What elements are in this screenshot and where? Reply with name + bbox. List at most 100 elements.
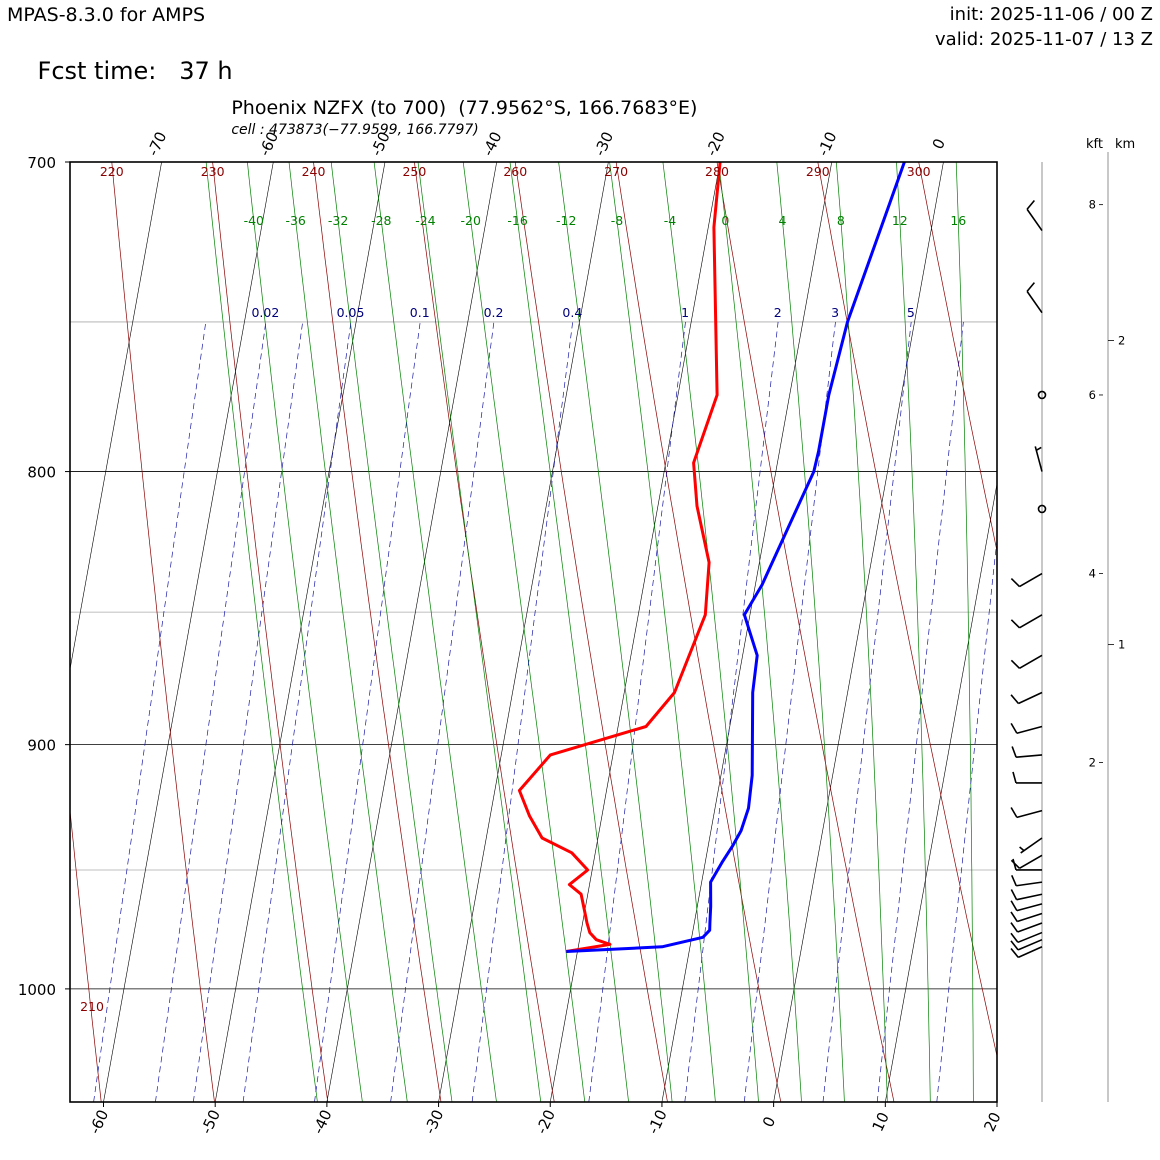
mixing-ratio-line xyxy=(684,321,779,1102)
moist-adiabat-label: -40 xyxy=(244,213,264,228)
moist-adiabat-line xyxy=(462,162,586,1102)
dry-adiabats xyxy=(70,162,997,1102)
isotherm-line xyxy=(549,162,721,1102)
moist-adiabat-line xyxy=(776,162,845,1102)
calm-circle xyxy=(1037,390,1047,400)
barb-shaft xyxy=(1019,654,1043,670)
top-temperature-tick-label: 0 xyxy=(929,136,949,152)
barb-feather xyxy=(1026,199,1035,210)
wind-barb xyxy=(1010,723,1043,735)
kft-tick-label: 6 xyxy=(1089,388,1096,402)
barb-shaft xyxy=(1016,809,1043,819)
isotherm-line xyxy=(996,1100,997,1102)
temperature-trace xyxy=(517,162,722,953)
isotherm-line xyxy=(0,162,50,1102)
moist-adiabat-label: -16 xyxy=(507,213,527,228)
moist-adiabat-label: 4 xyxy=(778,213,786,228)
moist-adiabat-label: -12 xyxy=(556,213,576,228)
mixing-ratio-line xyxy=(471,321,574,1102)
dry-adiabat-label: 270 xyxy=(604,164,628,179)
init-time: init: 2025-11-06 / 00 Z xyxy=(949,4,1153,25)
mixing-ratio-line xyxy=(192,321,304,1102)
mixing-ratio-line xyxy=(93,321,207,1102)
km-label: km xyxy=(1115,137,1135,152)
mixing-ratio-line xyxy=(588,321,686,1102)
moist-adiabat-line xyxy=(509,162,629,1102)
dewpoint-trace xyxy=(566,162,906,953)
barb-feather xyxy=(1011,746,1017,758)
barb-feather xyxy=(1010,659,1021,669)
kft-tick-label: 8 xyxy=(1089,198,1096,212)
wind-barb xyxy=(1010,938,1043,951)
wind-barb xyxy=(1010,911,1043,923)
barb-feather xyxy=(1010,948,1019,958)
top-temperature-tick-label: -60 xyxy=(255,129,282,159)
barb-feather xyxy=(1010,619,1021,629)
barb-feather xyxy=(1010,723,1018,734)
kft-tick-label: 4 xyxy=(1089,567,1096,581)
moist-adiabats xyxy=(205,162,974,1102)
temperature-tick-label: -10 xyxy=(644,1107,671,1137)
moist-adiabat-line xyxy=(835,162,888,1102)
wind-barb xyxy=(1011,746,1043,758)
wind-barb xyxy=(1010,854,1043,869)
moist-adiabat-label: -32 xyxy=(328,213,348,228)
chart-title-cell: cell : 473873(−77.9599, 166.7797) xyxy=(231,122,479,138)
mixing-ratio-line xyxy=(743,321,836,1102)
barb-feather xyxy=(1010,922,1019,933)
mixing-ratio-label: 1 xyxy=(681,305,689,320)
wind-barb xyxy=(1010,922,1043,933)
moist-adiabat-line xyxy=(330,162,453,1102)
wind-barb xyxy=(1010,900,1043,912)
moist-adiabat-label: -28 xyxy=(371,213,391,228)
km-tick-label: 2 xyxy=(1118,333,1125,347)
mixing-ratio-line xyxy=(822,321,912,1102)
wind-barb xyxy=(1010,614,1043,629)
height-axis: kft km 8 6 4 2 2 1 xyxy=(1086,137,1135,1102)
chart-title-line: Phoenix NZFX (to 700) (77.9562°S, 166.76… xyxy=(211,78,697,157)
dry-adiabat-line xyxy=(615,162,782,1102)
barb-shaft xyxy=(1019,854,1043,869)
wind-barb xyxy=(1037,390,1047,400)
mixing-ratio-label: 5 xyxy=(907,305,915,320)
moist-adiabat-line xyxy=(288,162,408,1102)
barb-shaft xyxy=(1016,725,1043,735)
barb-shaft xyxy=(1020,837,1043,854)
isotherm-line xyxy=(438,162,609,1102)
wind-barbs xyxy=(1010,199,1047,959)
mixing-ratio-label: 0.05 xyxy=(337,305,365,320)
barb-shaft xyxy=(1019,614,1043,629)
dry-adiabat-line xyxy=(918,162,997,553)
barb-shaft xyxy=(1034,446,1043,472)
isotherm-line xyxy=(326,162,497,1102)
pressure-axis: 700 800 900 1000 xyxy=(18,154,70,999)
barb-feather xyxy=(1010,807,1018,818)
isotherm-line xyxy=(70,162,162,671)
plot-area xyxy=(0,162,997,1102)
barb-feather xyxy=(1010,889,1018,901)
dry-adiabat-line xyxy=(70,807,102,1102)
dry-adiabat-label: 280 xyxy=(705,164,729,179)
wind-barb xyxy=(1037,504,1047,514)
top-temperature-tick-label: -30 xyxy=(591,129,618,159)
isotherm-line xyxy=(661,162,833,1102)
wind-barb xyxy=(1012,858,1042,871)
barb-feather xyxy=(1026,282,1035,292)
barb-half-feather xyxy=(1019,846,1025,852)
wind-barb xyxy=(1010,654,1043,670)
forecast-time-label: Fcst time: xyxy=(37,57,157,85)
barb-shaft xyxy=(1019,572,1043,588)
temperature-tick-label: -50 xyxy=(197,1107,224,1137)
wind-barb xyxy=(1011,874,1043,887)
temperature-tick-label: -20 xyxy=(532,1107,559,1137)
barb-feather xyxy=(1011,874,1017,887)
moist-adiabat-label: -4 xyxy=(664,213,677,228)
barb-shaft xyxy=(1017,931,1043,944)
temperature-tick-label: 0 xyxy=(759,1114,779,1130)
mixing-ratio-label: 0.2 xyxy=(484,305,504,320)
dry-adiabat-label: 290 xyxy=(806,164,830,179)
dry-adiabat-line xyxy=(313,162,442,1102)
moist-adiabat-label: -36 xyxy=(285,213,305,228)
barb-shaft xyxy=(1017,922,1043,933)
